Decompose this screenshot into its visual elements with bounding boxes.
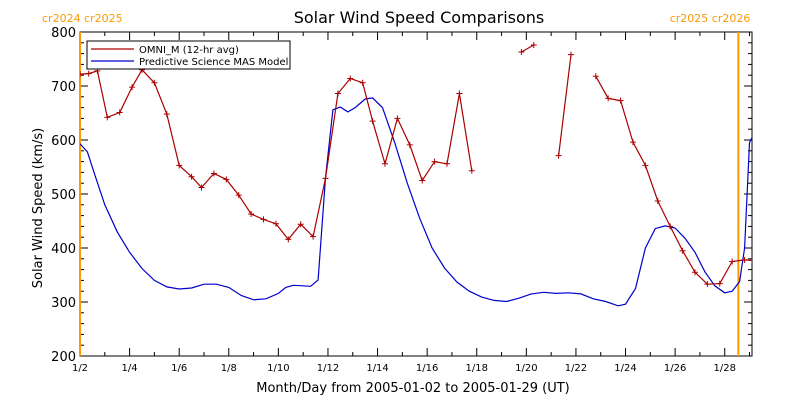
- data-point: [285, 236, 292, 243]
- y-tick-label: 500: [51, 188, 76, 203]
- x-tick-label: 1/28: [713, 363, 735, 374]
- x-tick-label: 1/22: [565, 363, 587, 374]
- y-tick-label: 600: [51, 134, 76, 149]
- data-point: [605, 95, 612, 102]
- data-point: [555, 152, 562, 159]
- data-point: [741, 256, 748, 263]
- data-point: [359, 79, 366, 86]
- y-tick-label: 200: [51, 350, 76, 365]
- series-line: [80, 97, 752, 307]
- x-tick-label: 1/8: [221, 363, 237, 374]
- y-tick-label: 400: [51, 242, 76, 257]
- rotation-label: cr2025 cr2026: [670, 12, 751, 25]
- series-layer: [80, 41, 752, 307]
- y-axis-label: Solar Wind Speed (km/s): [31, 128, 46, 288]
- data-point: [406, 141, 413, 148]
- axis-ticks: 200 300 400 500 600 700 800 1/2 1/4 1/6 1/8 1/10 1/1…: [51, 26, 752, 374]
- legend-label: OMNI_M (12-hr avg): [139, 45, 239, 56]
- x-axis-label: Month/Day from 2005-01-02 to 2005-01-29 …: [256, 381, 569, 396]
- plot-area: [79, 31, 753, 357]
- x-tick-label: 1/10: [267, 363, 289, 374]
- data-point: [592, 73, 599, 80]
- y-tick-label: 800: [51, 26, 76, 41]
- data-point: [80, 71, 83, 78]
- rotation-markers: cr2024 cr2025 cr2025 cr2026: [42, 12, 750, 356]
- x-tick-label: 1/12: [317, 363, 339, 374]
- data-point: [85, 70, 92, 77]
- data-point: [443, 160, 450, 167]
- data-point: [188, 173, 195, 180]
- y-tick-label: 300: [51, 296, 76, 311]
- data-point: [235, 192, 242, 199]
- x-tick-label: 1/20: [515, 363, 537, 374]
- x-tick-label: 1/24: [614, 363, 636, 374]
- data-point: [679, 247, 686, 254]
- x-tick-label: 1/16: [416, 363, 438, 374]
- data-point: [116, 109, 123, 116]
- data-point: [260, 216, 267, 223]
- data-point: [272, 220, 279, 227]
- data-point: [310, 233, 317, 240]
- data-point: [729, 258, 736, 265]
- data-point: [394, 115, 401, 122]
- legend: OMNI_M (12-hr avg)Predictive Science MAS…: [86, 40, 291, 70]
- data-point: [617, 97, 624, 104]
- data-point: [297, 221, 304, 228]
- data-point: [210, 170, 217, 177]
- x-tick-label: 1/4: [122, 363, 138, 374]
- rotation-label: cr2024 cr2025: [42, 12, 123, 25]
- data-point: [129, 84, 136, 91]
- data-point: [667, 223, 674, 230]
- data-point: [691, 269, 698, 276]
- y-tick-label: 700: [51, 80, 76, 95]
- x-tick-label: 1/18: [466, 363, 488, 374]
- series-omni: [80, 41, 752, 288]
- data-point: [104, 114, 111, 121]
- data-point: [248, 210, 255, 217]
- data-point: [382, 160, 389, 167]
- legend-label: Predictive Science MAS Model: [139, 57, 288, 68]
- x-tick-label: 1/6: [171, 363, 187, 374]
- series-mas: [80, 97, 752, 307]
- x-tick-label: 1/2: [72, 363, 88, 374]
- x-tick-label: 1/26: [664, 363, 686, 374]
- data-point: [468, 167, 475, 174]
- data-point: [456, 90, 463, 97]
- series-line: [558, 54, 572, 156]
- data-point: [749, 257, 752, 264]
- data-point: [419, 177, 426, 184]
- data-point: [431, 158, 438, 165]
- data-point: [151, 79, 158, 86]
- data-point: [518, 48, 525, 55]
- data-point: [334, 90, 341, 97]
- legend-box: [86, 40, 291, 70]
- data-point: [716, 280, 723, 287]
- series-line: [80, 68, 473, 241]
- chart-title: Solar Wind Speed Comparisons: [294, 8, 545, 27]
- data-point: [176, 162, 183, 169]
- data-point: [223, 176, 230, 183]
- data-point: [347, 75, 354, 82]
- data-point: [704, 281, 711, 288]
- data-point: [530, 41, 537, 48]
- series-line: [521, 44, 535, 53]
- data-point: [642, 162, 649, 169]
- data-point: [198, 184, 205, 191]
- series-line: [595, 76, 752, 285]
- data-point: [322, 175, 329, 182]
- data-point: [654, 198, 661, 205]
- data-point: [629, 139, 636, 146]
- data-point: [163, 111, 170, 118]
- data-point: [567, 51, 574, 58]
- x-tick-label: 1/14: [366, 363, 388, 374]
- data-point: [369, 118, 376, 125]
